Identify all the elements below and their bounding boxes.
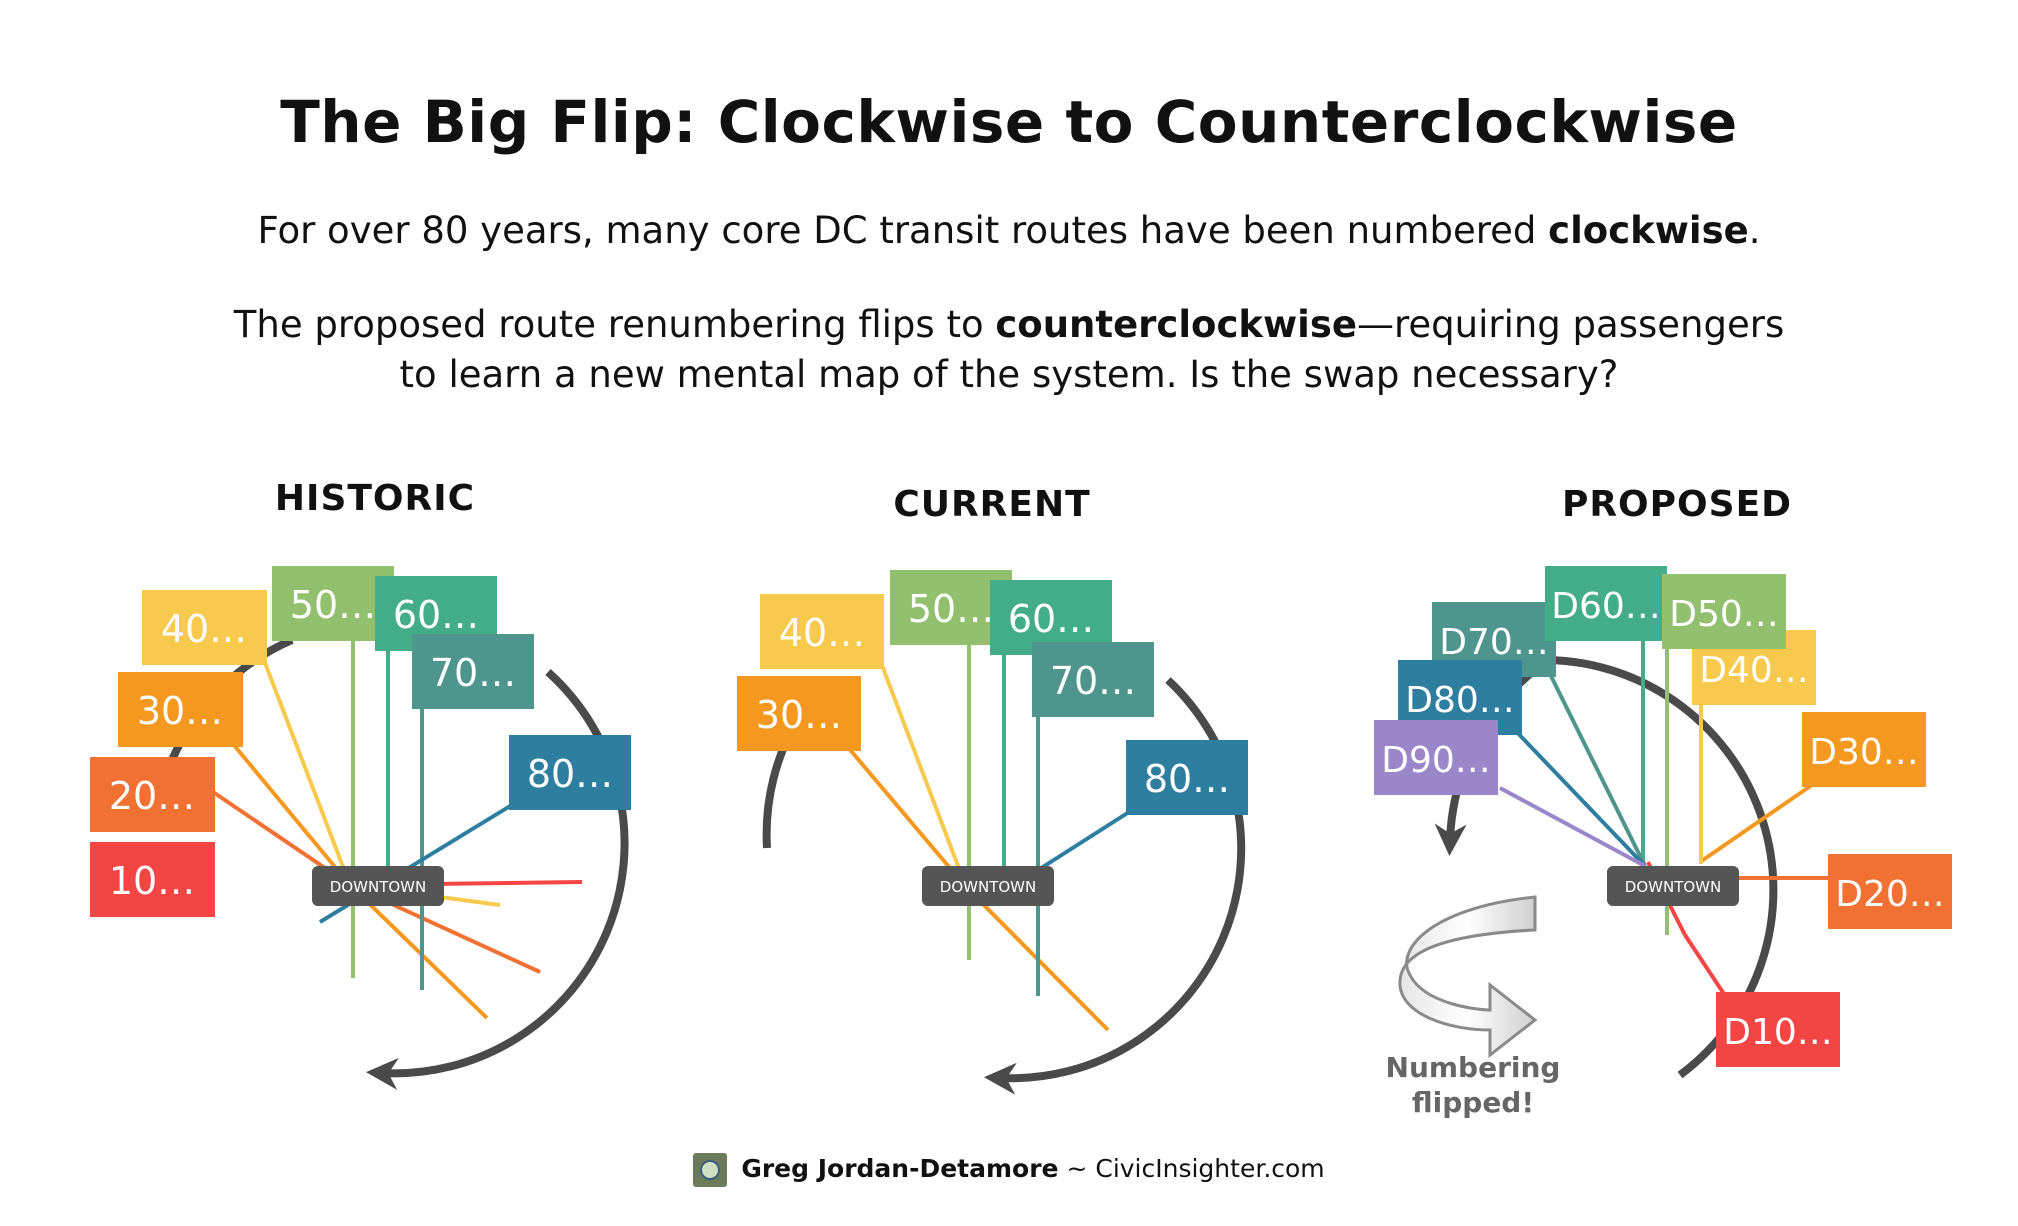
proposed-label-d50: D50…: [1662, 574, 1786, 649]
historic-label-20: 20…: [90, 757, 215, 832]
panel-current: DOWNTOWN 30… 40… 50… 60… 70… 80…: [737, 570, 1248, 1095]
current-label-50-text: 50…: [908, 587, 994, 631]
current-label-70-text: 70…: [1050, 659, 1136, 703]
heading-current: CURRENT: [893, 484, 1090, 525]
historic-label-80: 80…: [509, 735, 631, 810]
proposed-label-d20-text: D20…: [1835, 874, 1945, 915]
historic-label-10: 10…: [90, 842, 215, 917]
proposed-route-line-d70: [1546, 669, 1647, 867]
current-route-line-40: [878, 659, 968, 888]
current-label-70: 70…: [1032, 642, 1154, 717]
proposed-route-line-d90: [1499, 786, 1646, 868]
historic-route-spoke-30: [226, 736, 352, 887]
current-label-40-text: 40…: [779, 611, 865, 655]
subtitle-1-end: .: [1748, 209, 1761, 252]
proposed-label-d80-text: D80…: [1405, 680, 1515, 721]
current-label-30: 30…: [737, 676, 861, 751]
historic-label-30-text: 30…: [137, 689, 223, 733]
proposed-label-d10-text: D10…: [1723, 1012, 1833, 1053]
historic-label-70: 70…: [412, 634, 534, 709]
historic-downtown-hub: [312, 866, 444, 906]
subtitle-2-end: —requiring passengers to learn a new ment…: [399, 303, 1785, 396]
page-title: The Big Flip: Clockwise to Counterclockw…: [280, 88, 1738, 156]
proposed-route-line-d30: [1698, 783, 1814, 864]
panel-historic: DOWNTOWN 10… 20… 30… 40… 50… 60… 70… 80…: [90, 566, 631, 1090]
proposed-downtown-hub: [1607, 866, 1739, 906]
proposed-label-d10: D10…: [1716, 992, 1840, 1067]
subtitle-1-bold: clockwise: [1548, 209, 1749, 252]
proposed-label-d30-text: D30…: [1809, 732, 1919, 773]
historic-label-10-text: 10…: [109, 859, 195, 903]
flip-arrow-icon: [1398, 895, 1538, 1059]
proposed-label-d70-text: D70…: [1439, 622, 1549, 663]
subtitle-line-2: The proposed route renumbering flips to …: [0, 300, 2018, 400]
footer-credit: Greg Jordan-Detamore ~ CivicInsighter.co…: [0, 1153, 2018, 1187]
historic-downtown-label: DOWNTOWN: [330, 878, 426, 896]
proposed-label-d90-text: D90…: [1381, 740, 1491, 781]
author-avatar: [693, 1153, 728, 1187]
historic-route-spoke-40: [260, 654, 352, 886]
historic-route-line-30: [348, 883, 489, 1020]
current-label-80: 80…: [1126, 740, 1248, 815]
proposed-route-line-d10-tail: [1683, 933, 1730, 1002]
proposed-route-line-d80: [1508, 723, 1647, 868]
flip-note-line-1: Numbering: [1386, 1051, 1561, 1084]
proposed-label-d30: D30…: [1802, 712, 1926, 787]
subtitle-1-text: For over 80 years, many core DC transit …: [257, 209, 1549, 252]
current-label-30-text: 30…: [756, 693, 842, 737]
historic-label-50: 50…: [272, 566, 394, 641]
proposed-label-d90: D90…: [1374, 720, 1498, 795]
historic-label-20-text: 20…: [109, 774, 195, 818]
proposed-downtown-label: DOWNTOWN: [1625, 878, 1721, 896]
current-route-spoke-30: [844, 743, 968, 889]
author-name: Greg Jordan-Detamore: [741, 1154, 1059, 1183]
current-label-40: 40…: [760, 594, 884, 669]
current-label-80-text: 80…: [1144, 757, 1230, 801]
subtitle-2-text: The proposed route renumbering flips to: [233, 303, 996, 346]
proposed-label-d80: D80…: [1398, 660, 1522, 735]
proposed-label-d20: D20…: [1828, 854, 1952, 929]
flip-note-line-2: flipped!: [1412, 1086, 1534, 1119]
heading-proposed: PROPOSED: [1562, 484, 1792, 525]
subtitle-line-1: For over 80 years, many core DC transit …: [0, 206, 2018, 256]
site-link[interactable]: CivicInsighter.com: [1095, 1154, 1325, 1183]
proposed-label-d40: D40…: [1692, 630, 1816, 705]
current-downtown-hub: [922, 866, 1054, 906]
proposed-label-d60: D60…: [1545, 566, 1667, 641]
proposed-label-d60-text: D60…: [1551, 586, 1661, 627]
historic-label-70-text: 70…: [430, 651, 516, 695]
footer-separator: ~: [1058, 1154, 1096, 1183]
heading-historic: HISTORIC: [275, 478, 475, 519]
historic-label-80-text: 80…: [527, 752, 613, 796]
historic-label-40: 40…: [142, 590, 267, 665]
panel-proposed: DOWNTOWN D70… D60… D40… D50… D80… D90… D…: [1374, 566, 1952, 1119]
proposed-label-d50-text: D50…: [1669, 594, 1779, 635]
current-downtown-label: DOWNTOWN: [940, 878, 1036, 896]
historic-label-60-text: 60…: [393, 593, 479, 637]
subtitle-2-bold: counterclockwise: [995, 303, 1357, 346]
historic-label-50-text: 50…: [290, 583, 376, 627]
current-label-60-text: 60…: [1008, 597, 1094, 641]
historic-label-30: 30…: [118, 672, 243, 747]
historic-label-40-text: 40…: [161, 607, 247, 651]
proposed-label-d40-text: D40…: [1699, 650, 1809, 691]
